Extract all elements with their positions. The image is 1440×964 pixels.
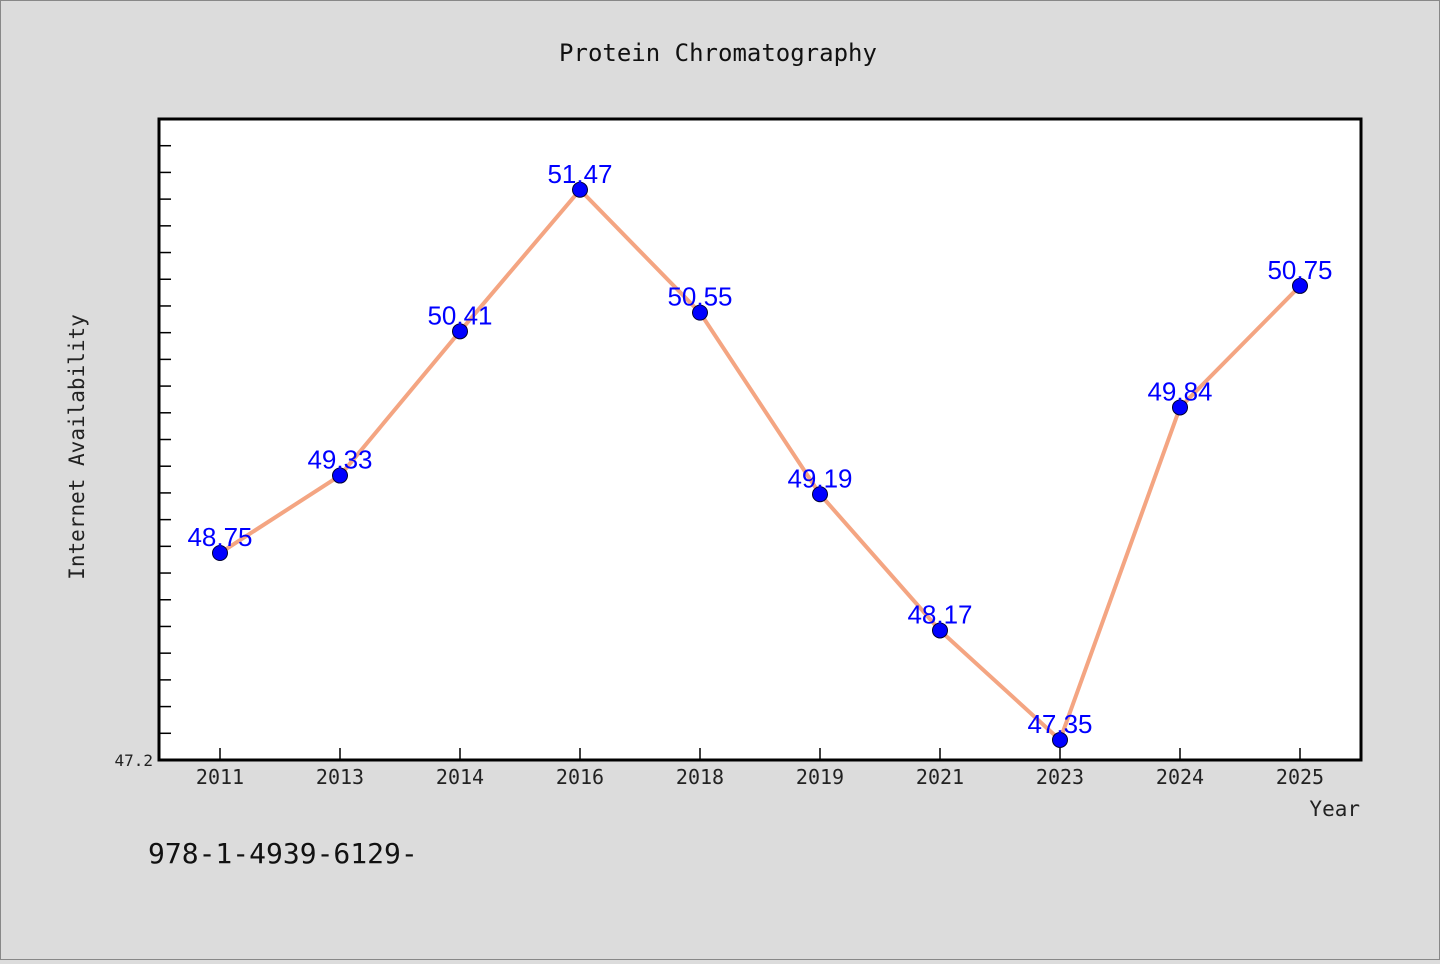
data-point [1172, 399, 1188, 416]
y-tick-label: 47.2 [114, 751, 153, 770]
data-point [1292, 277, 1308, 294]
x-tick-label: 2024 [1156, 765, 1204, 789]
data-point [212, 545, 228, 562]
data-point [1052, 731, 1068, 748]
series-layer: 48.75 49.33 50.41 51.47 50.55 49.19 48.17 47.35… [187, 159, 1333, 748]
data-point [332, 467, 348, 484]
data-label: 49.84 [1147, 376, 1212, 406]
data-label: 50.41 [427, 300, 492, 330]
data-label: 49.19 [787, 463, 852, 493]
footer-code: 978-1-4939-6129- [148, 837, 418, 870]
x-tick-label: 2018 [676, 765, 724, 789]
plot-area [157, 117, 1363, 762]
x-tick-label: 2013 [316, 765, 364, 789]
data-label: 49.33 [307, 445, 372, 475]
data-point [692, 304, 708, 321]
x-tick-label: 2011 [196, 765, 244, 789]
data-point [932, 622, 948, 639]
data-label: 50.75 [1267, 255, 1332, 285]
chart-title: Protein Chromatography [559, 39, 877, 67]
x-tick-label: 2019 [796, 765, 844, 789]
series-line [218, 187, 1302, 742]
data-point [452, 323, 468, 340]
data-label: 50.55 [667, 282, 732, 312]
y-axis-ticks [159, 118, 171, 761]
data-label: 47.35 [1027, 709, 1092, 739]
data-label: 48.75 [187, 522, 252, 552]
x-tick-label: 2021 [916, 765, 964, 789]
data-point [812, 486, 828, 503]
x-tick-label: 2016 [556, 765, 604, 789]
y-axis-label: Internet Availability [65, 314, 89, 580]
x-tick-label: 2025 [1276, 765, 1324, 789]
data-label: 48.17 [907, 599, 972, 629]
x-axis-ticks: 2011 2013 2014 2016 2018 2019 2021 2023 2024 2025 [196, 748, 1324, 789]
x-tick-label: 2023 [1036, 765, 1084, 789]
x-tick-label: 2014 [436, 765, 484, 789]
data-point [572, 181, 588, 198]
data-label: 51.47 [547, 159, 612, 189]
x-axis-label: Year [1309, 797, 1360, 821]
